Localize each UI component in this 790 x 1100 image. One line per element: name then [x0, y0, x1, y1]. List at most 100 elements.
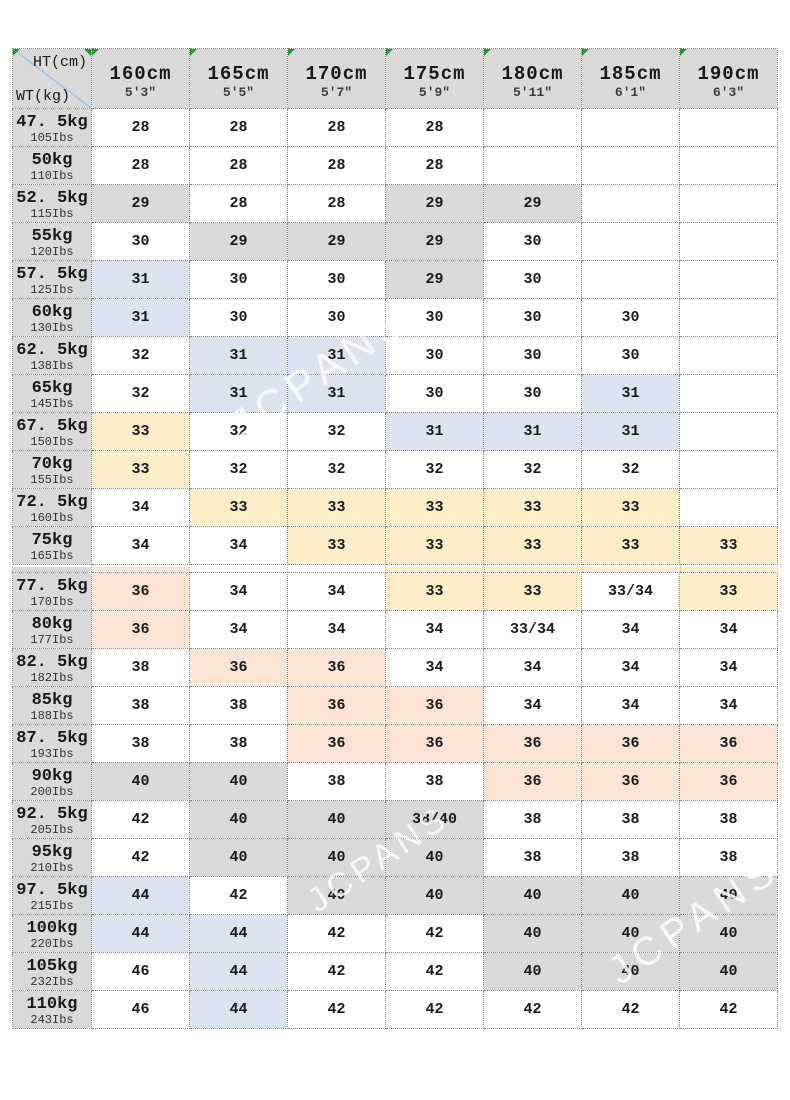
size-value-cell: 31	[581, 374, 680, 413]
height-cm-label: 185cm	[599, 62, 662, 85]
size-value-cell: 36	[483, 762, 582, 801]
size-value-cell	[581, 184, 680, 223]
weight-axis-label: WT(kg)	[16, 88, 71, 105]
size-value-cell	[679, 298, 778, 337]
size-value-cell: 31	[91, 260, 190, 299]
weight-lbs-label: 138Ibs	[30, 358, 74, 373]
size-value-cell: 34	[581, 648, 680, 687]
weight-lbs-label: 105Ibs	[30, 130, 74, 145]
height-ft-label: 5'9"	[418, 84, 451, 100]
size-value-cell: 30	[385, 374, 484, 413]
weight-lbs-label: 182Ibs	[30, 670, 74, 685]
size-value-cell: 36	[287, 724, 386, 763]
size-value-cell: 30	[581, 298, 680, 337]
table-row: 82. 5kg 182Ibs 38 36 36 34 34 34 34	[12, 648, 778, 687]
size-value-cell: 34	[483, 686, 582, 725]
weight-kg-label: 85kg	[31, 690, 73, 710]
table-row: 77. 5kg 170Ibs 36 34 34 33 33 33/34 33	[12, 572, 778, 611]
size-value-cell: 28	[189, 108, 288, 147]
weight-lbs-label: 243Ibs	[30, 1012, 74, 1027]
weight-lbs-label: 115Ibs	[30, 206, 74, 221]
size-value-cell	[679, 374, 778, 413]
size-value-cell	[483, 146, 582, 185]
size-value-cell: 33	[385, 488, 484, 527]
cell-marker-icon	[190, 49, 197, 56]
row-header: 70kg 155Ibs	[12, 450, 92, 489]
height-cm-label: 180cm	[501, 62, 564, 85]
weight-kg-label: 77. 5kg	[16, 576, 88, 596]
col-header-170cm: 170cm 5'7"	[287, 48, 386, 109]
table-row: 90kg 200Ibs 40 40 38 38 36 36 36	[12, 762, 778, 801]
size-value-cell: 28	[91, 108, 190, 147]
size-value-cell: 40	[483, 876, 582, 915]
row-header: 57. 5kg 125Ibs	[12, 260, 92, 299]
size-value-cell	[679, 450, 778, 489]
size-value-cell: 36	[581, 724, 680, 763]
size-value-cell: 33	[679, 526, 778, 565]
size-value-cell: 31	[189, 374, 288, 413]
size-value-cell	[483, 108, 582, 147]
size-value-cell: 36	[483, 724, 582, 763]
table-row: 67. 5kg 150Ibs 33 32 32 31 31 31	[12, 412, 778, 451]
size-value-cell: 32	[189, 412, 288, 451]
size-value-cell: 34	[483, 648, 582, 687]
size-value-cell	[679, 108, 778, 147]
size-value-cell: 42	[581, 990, 680, 1029]
size-value-cell: 30	[287, 260, 386, 299]
size-value-cell	[679, 222, 778, 261]
size-value-cell: 29	[385, 260, 484, 299]
size-value-cell: 44	[91, 876, 190, 915]
size-value-cell: 34	[679, 686, 778, 725]
size-value-cell: 38	[287, 762, 386, 801]
size-value-cell: 36	[679, 724, 778, 763]
seam-cell	[189, 567, 288, 572]
weight-lbs-label: 120Ibs	[30, 244, 74, 259]
col-header-190cm: 190cm 6'3"	[679, 48, 778, 109]
size-value-cell: 42	[385, 952, 484, 991]
col-header-160cm: 160cm 5'3"	[91, 48, 190, 109]
size-value-cell: 36	[385, 724, 484, 763]
row-header: 50kg 110Ibs	[12, 146, 92, 185]
weight-lbs-label: 110Ibs	[30, 168, 74, 183]
height-ft-label: 5'7"	[320, 84, 353, 100]
weight-kg-label: 72. 5kg	[16, 492, 88, 512]
size-value-cell: 32	[189, 450, 288, 489]
size-value-cell: 38	[581, 838, 680, 877]
size-value-cell: 30	[91, 222, 190, 261]
weight-kg-label: 90kg	[31, 766, 73, 786]
size-value-cell: 29	[385, 222, 484, 261]
weight-kg-label: 82. 5kg	[16, 652, 88, 672]
weight-lbs-label: 193Ibs	[30, 746, 74, 761]
size-value-cell: 44	[189, 990, 288, 1029]
size-value-cell: 29	[287, 222, 386, 261]
size-value-cell: 34	[287, 610, 386, 649]
size-value-cell: 31	[189, 336, 288, 375]
size-value-cell: 38	[483, 800, 582, 839]
cell-marker-icon	[582, 49, 589, 56]
weight-kg-label: 110kg	[26, 994, 78, 1014]
seam-cell	[12, 567, 91, 572]
size-value-cell: 42	[385, 990, 484, 1029]
size-value-cell: 32	[385, 450, 484, 489]
table-row: 97. 5kg 215Ibs 44 42 40 40 40 40 40	[12, 876, 778, 915]
corner-header-cell: JCPANS HT(cm) WT(kg)	[12, 48, 92, 109]
size-value-cell: 32	[287, 412, 386, 451]
size-value-cell: 33/34	[581, 572, 680, 611]
size-value-cell: 38	[91, 648, 190, 687]
row-header: 100kg 220Ibs	[12, 914, 92, 953]
table-row: 105kg 232Ibs 46 44 42 42 40 40 40	[12, 952, 778, 991]
size-value-cell: 34	[189, 572, 288, 611]
size-value-cell: 31	[385, 412, 484, 451]
size-value-cell: 33	[581, 488, 680, 527]
seam-cell	[287, 567, 386, 572]
cell-marker-icon	[92, 49, 99, 56]
size-value-cell	[581, 260, 680, 299]
height-ft-label: 6'3"	[712, 84, 745, 100]
cell-marker-icon	[484, 49, 491, 56]
size-value-cell: 40	[385, 838, 484, 877]
size-value-cell: 28	[189, 146, 288, 185]
table-row: 52. 5kg 115Ibs 29 28 28 29 29	[12, 184, 778, 223]
table-row: 47. 5kg 105Ibs 28 28 28 28	[12, 108, 778, 147]
size-value-cell	[581, 222, 680, 261]
